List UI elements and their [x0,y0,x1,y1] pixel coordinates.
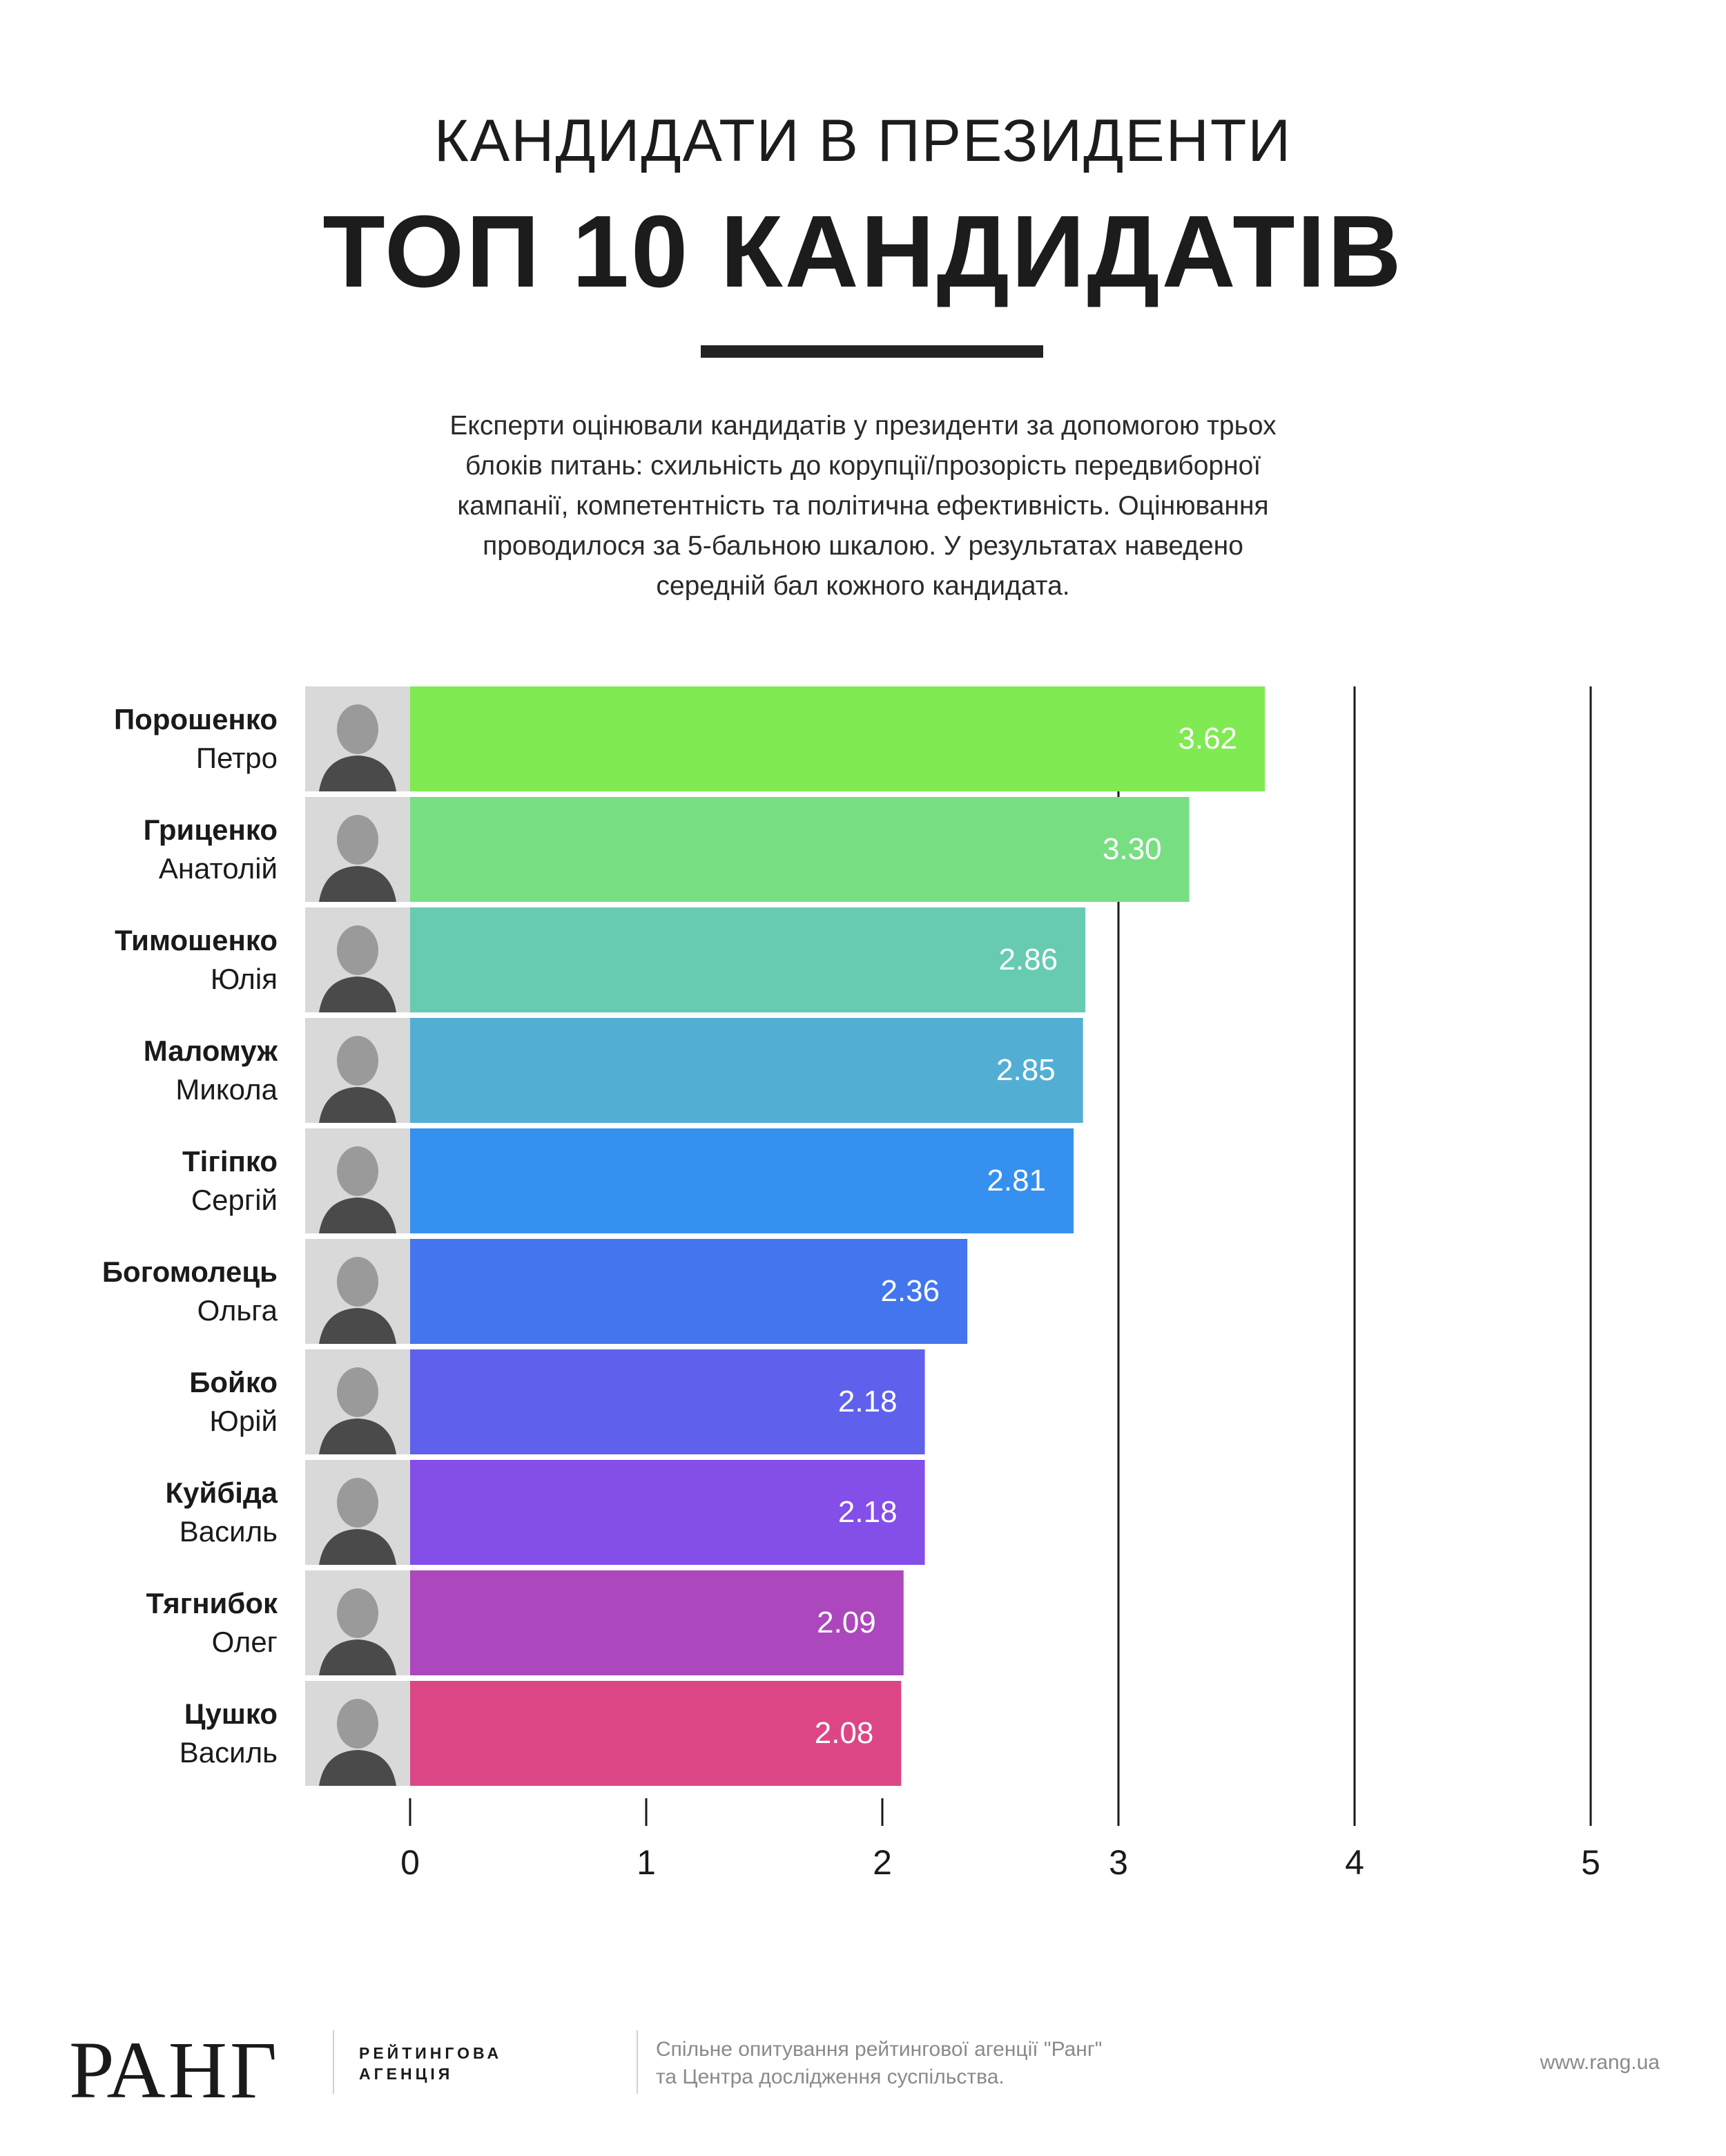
candidate-first-name: Василь [180,1515,278,1548]
intro-text: Експерти оцінювали кандидатів у президен… [387,406,1339,606]
candidate-photo-shoulders [319,976,396,1012]
candidate-photo-head [337,1257,378,1307]
footer-note-line2: та Центра дослідження суспільства. [656,2066,1005,2088]
candidate-surname: Гриценко [144,814,278,846]
bar-chart: 3.62 Порошенко Петро 3.30 Гриценко Анатолій 2.… [102,686,1600,1882]
x-tick-label: 2 [873,1843,892,1882]
footer-divider [637,2030,638,2094]
intro-line: кампанії, компетентність та політична еф… [457,491,1269,521]
brand-logo: РАНГ [69,2025,280,2115]
brand-tagline-line2: АГЕНЦІЯ [359,2065,454,2083]
candidate-first-name: Ольга [197,1294,278,1327]
candidate-photo-shoulders [319,1087,396,1123]
intro-line: Експерти оцінювали кандидатів у президен… [449,411,1277,441]
candidate-photo-shoulders [319,866,396,902]
x-tick-label: 1 [637,1843,656,1882]
candidate-surname: Тігіпко [182,1145,278,1177]
candidate-photo-head [337,1699,378,1749]
candidate-surname: Тимошенко [115,924,278,956]
data-label: 2.85 [996,1053,1056,1087]
candidate-photo-head [337,1588,378,1638]
bar [410,1681,902,1786]
footer-divider [333,2030,334,2094]
bar [410,686,1266,791]
bar [410,907,1086,1012]
candidate-surname: Богомолець [102,1255,278,1288]
candidate-photo-head [337,1146,378,1196]
headline: ТОП 10 КАНДИДАТІВ [322,195,1404,309]
intro-line: проводилося за 5-бальною шкалою. У резул… [483,531,1243,561]
footer-note-line1: Спільне опитування рейтингової агенції "… [656,2038,1103,2061]
bar [410,1460,925,1565]
candidate-photo-head [337,1036,378,1086]
footer-url: www.rang.ua [1540,2051,1660,2074]
bar [410,1239,968,1344]
candidate-photo-head [337,1367,378,1417]
candidate-first-name: Юрій [209,1405,278,1437]
data-label: 2.86 [998,943,1058,976]
bar [410,1018,1083,1123]
candidate-first-name: Олег [212,1626,278,1658]
candidate-surname: Цушко [184,1697,278,1730]
intro-line: блоків питань: схильність до корупції/пр… [465,451,1261,481]
title-underline [701,345,1043,358]
data-label: 2.36 [880,1274,940,1308]
brand-tagline: РЕЙТИНГОВА АГЕНЦІЯ [359,2043,502,2084]
candidate-first-name: Микола [175,1073,278,1106]
bar [410,1128,1074,1233]
candidate-photo-shoulders [319,1750,396,1786]
candidate-photo-shoulders [319,755,396,791]
candidate-photo-shoulders [319,1418,396,1454]
x-tick-label: 0 [400,1843,420,1882]
candidate-surname: Бойко [189,1366,278,1398]
candidate-photo-shoulders [319,1308,396,1344]
candidate-surname: Маломуж [144,1034,278,1067]
candidate-photo-head [337,815,378,865]
x-tick-label: 4 [1345,1843,1364,1882]
candidate-photo-shoulders [319,1197,396,1233]
candidate-photo-shoulders [319,1639,396,1675]
bar [410,1570,904,1675]
data-label: 2.18 [838,1495,898,1529]
data-label: 2.08 [815,1716,874,1750]
candidate-first-name: Петро [196,742,278,774]
candidate-surname: Тягнибок [146,1587,278,1619]
candidate-photo-shoulders [319,1529,396,1565]
brand-tagline-line1: РЕЙТИНГОВА [359,2044,503,2062]
candidate-surname: Куйбіда [166,1476,278,1509]
bar [410,1349,925,1454]
bar [410,797,1190,902]
x-tick-label: 3 [1109,1843,1128,1882]
data-label: 2.81 [987,1164,1046,1197]
kicker-title: КАНДИДАТИ В ПРЕЗИДЕНТИ [434,108,1292,174]
candidate-photo-head [337,1478,378,1528]
data-label: 3.30 [1103,832,1162,866]
x-tick-label: 5 [1581,1843,1600,1882]
data-label: 3.62 [1178,722,1237,755]
intro-line: середній бал кожного кандидата. [656,571,1070,601]
candidate-first-name: Анатолій [159,852,278,885]
data-label: 2.09 [817,1606,876,1639]
candidate-first-name: Сергій [191,1184,278,1216]
candidate-photo-head [337,704,378,754]
candidate-first-name: Юлія [211,963,278,995]
candidate-first-name: Василь [180,1736,278,1769]
footer-note: Спільне опитування рейтингової агенції "… [656,2036,1102,2091]
data-label: 2.18 [838,1385,898,1418]
candidate-surname: Порошенко [114,703,278,735]
candidate-photo-head [337,925,378,975]
